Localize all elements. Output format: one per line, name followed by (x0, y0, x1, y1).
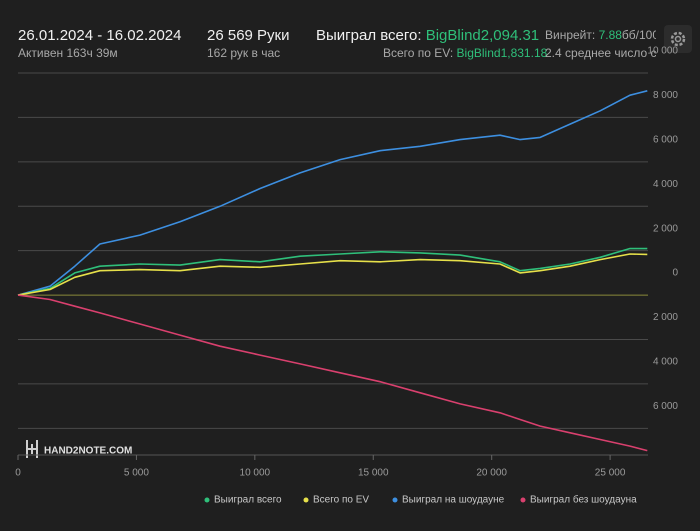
ev-value: BigBlind1,831.18 (456, 46, 548, 60)
x-tick-label: 0 (15, 468, 21, 479)
watermark: HAND2NOTE.COM (26, 440, 132, 458)
x-tick-label: 15 000 (358, 468, 389, 479)
avg-players: 2.4 среднее число ст (545, 46, 656, 60)
legend-marker (303, 497, 309, 503)
y-tick-label: 2 000 (653, 312, 678, 323)
y-tick-label: 0 (672, 268, 678, 279)
legend-marker (392, 497, 398, 503)
y-tick-label: 4 000 (653, 179, 678, 190)
legend-marker (520, 497, 526, 503)
series-line (17, 90, 648, 296)
winrate: Винрейт: 7.88бб/100 (545, 28, 656, 42)
x-tick-label: 25 000 (595, 468, 626, 479)
ev-total: Всего по EV: BigBlind1,831.18 (383, 46, 547, 60)
series-line (17, 294, 648, 452)
active-time: Активен 163ч 39м (18, 46, 118, 60)
gear-icon (670, 31, 686, 47)
won-total-value: BigBlind2,094.31 (425, 27, 540, 44)
winrate-unit: бб/100 (621, 28, 656, 42)
y-tick-label: 6 000 (653, 134, 678, 145)
legend-label: Всего по EV (313, 495, 369, 506)
y-tick-label: 10 000 (647, 46, 678, 57)
ev-label: Всего по EV: (383, 46, 454, 60)
period: 26.01.2024 - 16.02.2024 (18, 27, 182, 44)
legend-label: Выиграл на шоудауне (402, 495, 505, 506)
y-tick-label: 6 000 (653, 401, 678, 412)
series-line (17, 253, 648, 296)
y-tick-label: 2 000 (653, 223, 678, 234)
hands: 26 569 Руки (207, 27, 290, 44)
hands-per-hour: 162 рук в час (207, 46, 281, 60)
x-tick-label: 20 000 (476, 468, 507, 479)
x-tick-label: 10 000 (240, 468, 271, 479)
y-tick-label: 4 000 (653, 357, 678, 368)
won-total-label: Выиграл всего: (316, 27, 422, 44)
series-line (17, 247, 648, 296)
y-tick-label: 8 000 (653, 90, 678, 101)
won-total: Выиграл всего: BigBlind2,094.31 (316, 27, 539, 44)
legend-marker (204, 497, 210, 503)
watermark-text: HAND2NOTE.COM (44, 446, 132, 457)
winrate-value: 7.88 (598, 28, 622, 42)
legend-label: Выиграл без шоудауна (530, 494, 637, 506)
legend-label: Выиграл всего (214, 495, 282, 506)
settings-button[interactable] (664, 25, 692, 53)
x-tick-label: 5 000 (124, 468, 149, 479)
winrate-label: Винрейт: (545, 28, 596, 42)
